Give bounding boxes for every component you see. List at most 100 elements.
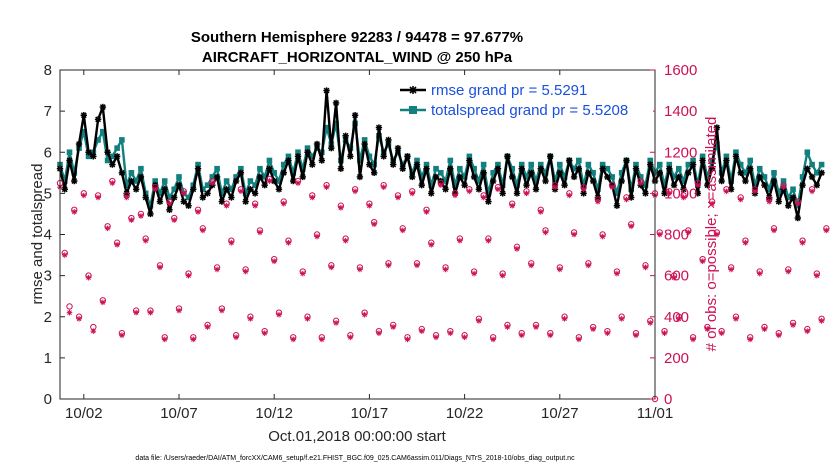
obs-assimilated-point — [276, 311, 282, 318]
obs-assimilated-point — [452, 192, 458, 199]
x-tick-label: 10/17 — [351, 405, 389, 422]
rmse-point — [423, 165, 430, 172]
rmse-point — [756, 173, 763, 181]
totalspread-point — [714, 141, 720, 147]
obs-assimilated-point — [347, 334, 354, 341]
rmse-point — [599, 165, 606, 172]
totalspread-point — [414, 157, 420, 164]
rmse-point — [804, 165, 811, 172]
rmse-point — [789, 194, 797, 201]
rmse-point — [375, 124, 383, 131]
totalspread-point — [518, 161, 525, 168]
rmse-point — [513, 190, 521, 197]
totalspread-point — [157, 190, 163, 197]
totalspread-point — [471, 165, 477, 172]
rmse-point — [180, 198, 187, 205]
rmse-point — [199, 194, 206, 201]
rmse-point — [356, 173, 364, 181]
obs-assimilated-point — [661, 330, 668, 336]
obs-assimilated-point — [228, 239, 235, 246]
totalspread-point — [109, 153, 116, 160]
obs-assimilated-point — [90, 328, 97, 334]
obs-assimilated-point — [371, 221, 377, 228]
obs-assimilated-point — [304, 316, 311, 322]
rmse-point — [747, 165, 754, 172]
obs-assimilated-point — [809, 188, 815, 195]
legend: rmse grand pr = 5.5291 totalspread grand… — [395, 78, 653, 122]
rmse-point — [232, 177, 240, 185]
rmse-point — [694, 190, 702, 197]
obs-assimilated-point — [685, 229, 692, 236]
obs-assimilated-point — [295, 180, 301, 186]
obs-assimilated-point — [214, 266, 220, 273]
rmse-point — [166, 206, 173, 214]
obs-assimilated-point — [152, 186, 158, 193]
totalspread-point — [780, 178, 787, 184]
obs-assimilated-point — [756, 270, 763, 277]
totalspread-point — [133, 178, 139, 184]
obs-assimilated-point — [290, 336, 297, 343]
rmse-point — [80, 112, 87, 119]
rmse-point — [666, 165, 673, 172]
obs-assimilated-point — [342, 237, 349, 244]
totalspread-point — [609, 174, 615, 180]
totalspread-point — [219, 190, 225, 197]
obs-assimilated-point — [714, 231, 720, 238]
obs-assimilated-point — [614, 270, 620, 277]
obs-assimilated-point — [704, 326, 711, 332]
rmse-point — [528, 169, 535, 177]
rmse-point — [575, 165, 583, 172]
obs-assimilated-point — [409, 190, 416, 197]
totalspread-point — [214, 165, 220, 172]
rmse-point — [485, 198, 492, 205]
obs-assimilated-point — [566, 192, 573, 199]
obs-assimilated-point — [123, 194, 130, 201]
obs-assimilated-point — [357, 266, 363, 273]
totalspread-point — [309, 153, 316, 160]
obs-assimilated-point — [195, 209, 201, 215]
rmse-point — [585, 169, 592, 177]
rmse-point — [537, 165, 544, 172]
rmse-point — [90, 153, 97, 160]
obs-assimilated-point — [404, 336, 411, 343]
totalspread-point — [204, 182, 211, 188]
rmse-point — [85, 149, 92, 156]
obs-assimilated-point — [761, 326, 768, 332]
obs-assimilated-point — [618, 316, 625, 322]
obs-assimilated-point — [823, 227, 830, 234]
rmse-point — [390, 161, 397, 168]
obs-assimilated-point — [642, 264, 649, 271]
obs-assimilated-point — [109, 180, 116, 186]
right-tick-label: 1600 — [664, 62, 697, 79]
obs-assimilated-point — [257, 229, 263, 236]
totalspread-point — [680, 178, 687, 184]
rmse-point — [175, 181, 183, 189]
obs-assimilated-point — [599, 233, 606, 240]
obs-assimilated-point — [414, 262, 420, 269]
rmse-point — [137, 173, 145, 181]
obs-assimilated-point — [557, 266, 563, 273]
obs-assimilated-point — [128, 217, 135, 223]
rmse-point — [409, 173, 416, 181]
totalspread-point — [466, 153, 473, 160]
obs-assimilated-point — [671, 274, 677, 281]
rmse-point — [370, 169, 378, 177]
totalspread-point — [509, 165, 515, 172]
totalspread-point — [418, 174, 425, 180]
totalspread-point — [642, 182, 649, 188]
x-tick-label: 10/02 — [65, 405, 103, 422]
obs-assimilated-point — [242, 268, 249, 275]
totalspread-point — [438, 170, 444, 176]
rmse-point — [109, 161, 116, 168]
rmse-point — [194, 165, 202, 172]
obs-assimilated-point — [580, 186, 587, 193]
rmse-point — [332, 99, 340, 107]
rmse-point — [299, 173, 306, 181]
rmse-point — [242, 198, 249, 205]
totalspread-point — [257, 165, 263, 172]
left-tick-label: 3 — [44, 268, 52, 285]
rmse-point — [808, 173, 816, 181]
totalspread-point — [452, 182, 458, 188]
rmse-point — [504, 153, 511, 160]
